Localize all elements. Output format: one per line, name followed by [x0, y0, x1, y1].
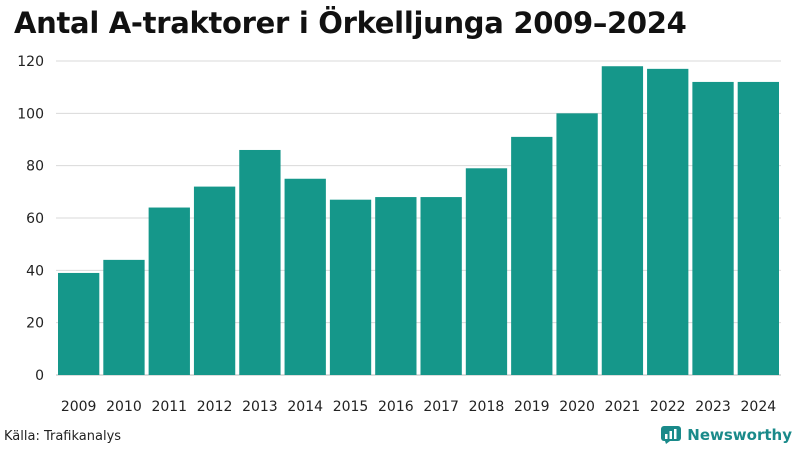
- y-axis-ticks: 0 20 40 60 80 100 120: [17, 54, 44, 384]
- x-tick-label: 2019: [514, 399, 550, 415]
- bar-2022: [647, 68, 689, 375]
- y-tick-label: 80: [26, 159, 44, 175]
- x-axis-ticks: 2009 2010 2011 2012 2013 2014 2015 2016 2017 2018…: [61, 399, 776, 415]
- bar-2009: [58, 272, 100, 375]
- bar-2023: [692, 81, 734, 375]
- bar-2024: [737, 81, 779, 375]
- y-tick-label: 0: [35, 368, 44, 384]
- bar-2021: [601, 66, 644, 375]
- x-tick-label: 2017: [423, 399, 459, 415]
- bar-2014: [284, 178, 326, 375]
- x-tick-label: 2020: [559, 399, 595, 415]
- x-tick-label: 2024: [741, 399, 777, 415]
- source-note: Källa: Trafikanalys: [4, 429, 122, 444]
- brand-logo: Newsworthy: [661, 426, 792, 444]
- x-tick-label: 2015: [333, 399, 369, 415]
- x-tick-label: 2011: [151, 399, 187, 415]
- bar-2010: [103, 259, 145, 375]
- bar-chart: 0 20 40 60 80 100 120 2009 2010 2011 2012 2013 2014…: [17, 54, 781, 415]
- bar-2016: [375, 197, 417, 375]
- x-tick-label: 2016: [378, 399, 414, 415]
- x-tick-label: 2010: [106, 399, 142, 415]
- x-tick-label: 2023: [695, 399, 731, 415]
- x-tick-label: 2022: [650, 399, 686, 415]
- x-tick-label: 2014: [287, 399, 323, 415]
- y-tick-label: 20: [26, 316, 44, 332]
- y-tick-label: 60: [26, 211, 44, 227]
- y-tick-label: 120: [17, 54, 44, 70]
- x-tick-label: 2013: [242, 399, 278, 415]
- brand-name: Newsworthy: [687, 426, 792, 444]
- x-tick-label: 2012: [197, 399, 233, 415]
- bar-2017: [420, 197, 462, 375]
- bar-2018: [465, 168, 508, 375]
- bar-2015: [329, 199, 372, 375]
- bar-2012: [193, 186, 236, 375]
- y-tick-label: 100: [17, 106, 44, 122]
- bar-2011: [148, 207, 190, 375]
- bar-chart-icon: [661, 426, 682, 444]
- bar-2020: [556, 113, 598, 375]
- x-tick-label: 2018: [469, 399, 505, 415]
- bar-2013: [239, 149, 281, 375]
- x-tick-label: 2009: [61, 399, 97, 415]
- y-tick-label: 40: [26, 263, 44, 279]
- bar-2019: [511, 136, 553, 375]
- bars: [58, 66, 779, 375]
- x-tick-label: 2021: [605, 399, 641, 415]
- chart-title: Antal A-traktorer i Örkelljunga 2009–202…: [14, 6, 687, 40]
